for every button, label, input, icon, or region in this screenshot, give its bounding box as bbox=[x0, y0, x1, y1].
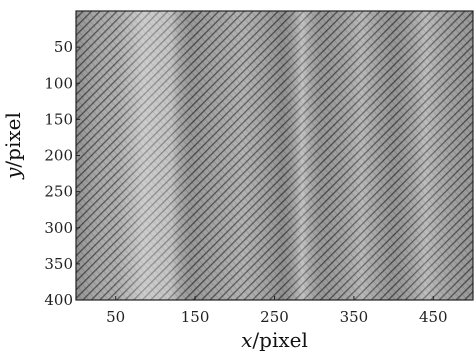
x-axis-variable: x bbox=[241, 328, 252, 352]
y-axis-ticks: 50 100 150 200 250 300 350 400 bbox=[44, 38, 80, 309]
y-tick-label: 100 bbox=[44, 74, 73, 92]
x-tick-label: 450 bbox=[419, 308, 448, 326]
vertical-band-layer bbox=[76, 11, 473, 300]
y-tick-label: 400 bbox=[44, 291, 73, 309]
y-tick-label: 150 bbox=[44, 110, 73, 128]
y-tick-label: 350 bbox=[44, 255, 73, 273]
x-tick-label: 50 bbox=[106, 308, 125, 326]
y-tick-label: 200 bbox=[44, 147, 73, 165]
y-tick-label: 250 bbox=[44, 183, 73, 201]
y-axis-unit: /pixel bbox=[1, 112, 25, 167]
y-tick-label: 300 bbox=[44, 219, 73, 237]
y-axis-variable: y bbox=[1, 167, 25, 180]
x-axis-ticks: 50 150 250 350 450 bbox=[106, 296, 448, 326]
x-tick-label: 150 bbox=[181, 308, 210, 326]
y-tick-label: 50 bbox=[54, 38, 73, 56]
x-tick-label: 250 bbox=[260, 308, 289, 326]
x-axis-unit: /pixel bbox=[252, 328, 307, 352]
x-tick-label: 350 bbox=[340, 308, 369, 326]
y-axis-label: y/pixel bbox=[1, 112, 25, 180]
fringe-image bbox=[76, 11, 473, 300]
x-axis-label: x/pixel bbox=[241, 328, 308, 352]
